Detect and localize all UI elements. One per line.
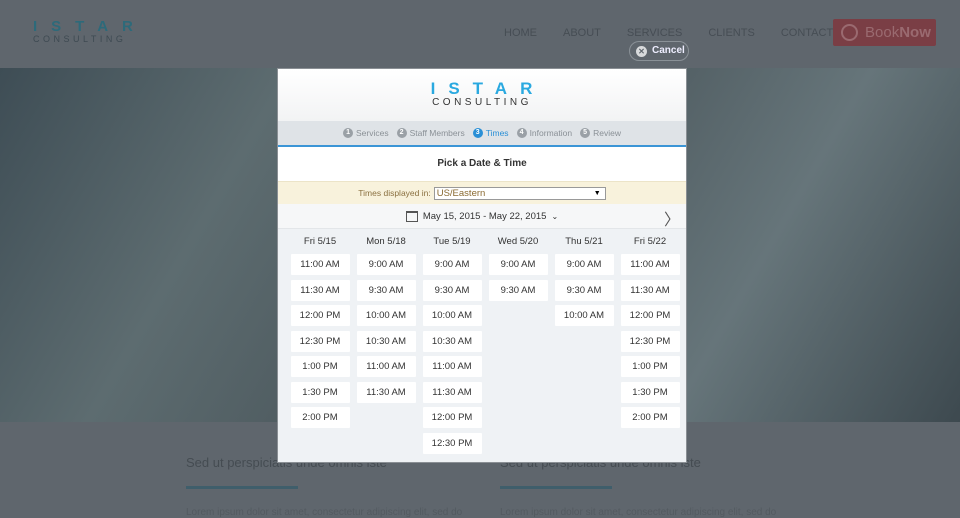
- time-slot-button[interactable]: 11:00 AM: [290, 254, 350, 275]
- cancel-button[interactable]: ✕ Cancel: [629, 41, 689, 61]
- time-slot-button[interactable]: 2:00 PM: [290, 407, 350, 428]
- clock-icon: [841, 24, 858, 41]
- day-header: Fri 5/15: [303, 236, 337, 247]
- step-label: Services: [356, 128, 389, 138]
- content-column: Sed ut perspiciatis unde omnis isteLorem…: [186, 455, 463, 518]
- day-header: Thu 5/21: [565, 236, 603, 247]
- time-slot-button[interactable]: 1:00 PM: [620, 356, 680, 377]
- time-slot-button[interactable]: 10:00 AM: [356, 305, 416, 326]
- time-slot-button[interactable]: 10:30 AM: [422, 330, 482, 352]
- step-number: 3: [472, 128, 483, 138]
- time-slot-button[interactable]: 12:30 PM: [422, 432, 482, 454]
- time-slot-button[interactable]: 12:00 PM: [422, 407, 482, 428]
- day-header: Wed 5/20: [497, 236, 539, 247]
- step-staff-members[interactable]: 2 Staff Members: [396, 128, 465, 138]
- time-slot-button[interactable]: 9:30 AM: [488, 279, 548, 301]
- time-slot-button[interactable]: 10:00 AM: [422, 305, 482, 326]
- time-slot-button[interactable]: 12:00 PM: [290, 305, 350, 326]
- time-slot-button[interactable]: 9:00 AM: [422, 254, 482, 275]
- day-column: Thu 5/21 9:00 AM 9:30 AM 10:00 AM: [551, 235, 617, 458]
- main-nav: HOME ABOUT SERVICES CLIENTS CONTACT: [504, 27, 859, 39]
- time-slot-button[interactable]: 9:30 AM: [356, 279, 416, 301]
- time-slot-button[interactable]: 11:30 AM: [290, 279, 350, 301]
- time-slot-button[interactable]: 11:30 AM: [620, 279, 680, 301]
- time-slot-button[interactable]: 11:30 AM: [422, 381, 482, 403]
- step-number: 1: [343, 128, 354, 138]
- dropdown-arrow-icon: ▼: [593, 189, 601, 197]
- time-slot-button[interactable]: 9:00 AM: [554, 254, 614, 275]
- day-column: Fri 5/15 11:00 AM 11:30 AM 12:00 PM 12:30 PM…: [287, 235, 353, 458]
- time-slot-button[interactable]: 11:00 AM: [620, 254, 680, 275]
- site-logo[interactable]: ISTAR CONSULTING: [33, 18, 147, 44]
- date-range-picker[interactable]: May 15, 2015 - May 22, 2015: [422, 210, 547, 222]
- nav-home[interactable]: HOME: [504, 27, 537, 39]
- book-now-button[interactable]: BookNow: [833, 19, 936, 46]
- nav-clients[interactable]: CLIENTS: [708, 27, 755, 39]
- step-number: 5: [580, 128, 591, 138]
- modal-logo: ISTAR CONSULTING: [278, 69, 686, 121]
- calendar-icon[interactable]: [405, 210, 418, 222]
- day-column: Mon 5/18 9:00 AM 9:30 AM 10:00 AM 10:30 AM 11…: [353, 235, 419, 458]
- step-label: Staff Members: [409, 128, 465, 138]
- step-information[interactable]: 4 Information: [516, 128, 573, 138]
- step-times[interactable]: 3 Times: [472, 128, 509, 138]
- time-slot-button[interactable]: 11:00 AM: [356, 356, 416, 377]
- page-title: Pick a Date & Time: [278, 147, 686, 181]
- day-header: Mon 5/18: [366, 236, 406, 247]
- step-label: Information: [529, 128, 573, 138]
- step-label: Review: [593, 128, 621, 138]
- step-number: 2: [396, 128, 407, 138]
- time-slot-button[interactable]: 12:30 PM: [620, 330, 680, 352]
- step-review[interactable]: 5 Review: [580, 128, 621, 138]
- nav-about[interactable]: ABOUT: [563, 27, 601, 39]
- time-slot-button[interactable]: 1:30 PM: [620, 381, 680, 403]
- nav-contact[interactable]: CONTACT: [780, 27, 834, 39]
- timezone-select[interactable]: US/Eastern ▼: [433, 186, 606, 200]
- time-slot-button[interactable]: 11:00 AM: [422, 356, 482, 377]
- time-slot-button[interactable]: 11:30 AM: [356, 381, 416, 403]
- time-slot-button[interactable]: 2:00 PM: [620, 407, 680, 428]
- time-slot-button[interactable]: 10:00 AM: [554, 305, 614, 326]
- time-slot-button[interactable]: 9:00 AM: [356, 254, 416, 275]
- time-slot-button[interactable]: 9:00 AM: [488, 254, 548, 275]
- close-icon: ✕: [636, 46, 647, 57]
- time-slot-grid: Fri 5/15 11:00 AM 11:30 AM 12:00 PM 12:30 PM…: [278, 229, 686, 458]
- day-column: Tue 5/19 9:00 AM 9:30 AM 10:00 AM 10:30 AM 11…: [419, 235, 485, 458]
- date-range-bar: May 15, 2015 - May 22, 2015 ⌄ 〉: [278, 204, 686, 229]
- time-slot-button[interactable]: 9:30 AM: [554, 279, 614, 301]
- next-week-chevron-icon[interactable]: 〉: [663, 212, 680, 229]
- day-header: Fri 5/22: [633, 236, 667, 247]
- step-number: 4: [516, 128, 527, 138]
- time-slot-button[interactable]: 12:00 PM: [620, 305, 680, 326]
- step-services[interactable]: 1 Services: [343, 128, 389, 138]
- step-label: Times: [485, 128, 509, 138]
- time-slot-button[interactable]: 12:30 PM: [290, 330, 350, 352]
- booking-modal: ISTAR CONSULTING 1 Services 2 Staff Members…: [277, 68, 687, 463]
- time-slot-button[interactable]: 9:30 AM: [422, 279, 482, 301]
- divider: [500, 486, 612, 489]
- time-slot-button[interactable]: 1:00 PM: [290, 356, 350, 377]
- day-column: Wed 5/20 9:00 AM 9:30 AM: [485, 235, 551, 458]
- day-column: Fri 5/22 11:00 AM 11:30 AM 12:00 PM 12:30 PM…: [617, 235, 683, 458]
- time-slot-button[interactable]: 10:30 AM: [356, 330, 416, 352]
- divider: [186, 486, 298, 489]
- content-column: Sed ut perspiciatis unde omnis isteLorem…: [500, 455, 777, 518]
- time-slot-button[interactable]: 1:30 PM: [290, 381, 350, 403]
- chevron-down-icon[interactable]: ⌄: [551, 211, 559, 221]
- step-nav: 1 Services 2 Staff Members 3 Times 4 Informatio…: [278, 121, 686, 147]
- day-header: Tue 5/19: [433, 236, 471, 247]
- site-header: ISTAR CONSULTING HOME ABOUT SERVICES CLI…: [0, 0, 960, 68]
- nav-services[interactable]: SERVICES: [626, 27, 683, 39]
- timezone-bar: Times displayed in: US/Eastern ▼: [278, 181, 686, 204]
